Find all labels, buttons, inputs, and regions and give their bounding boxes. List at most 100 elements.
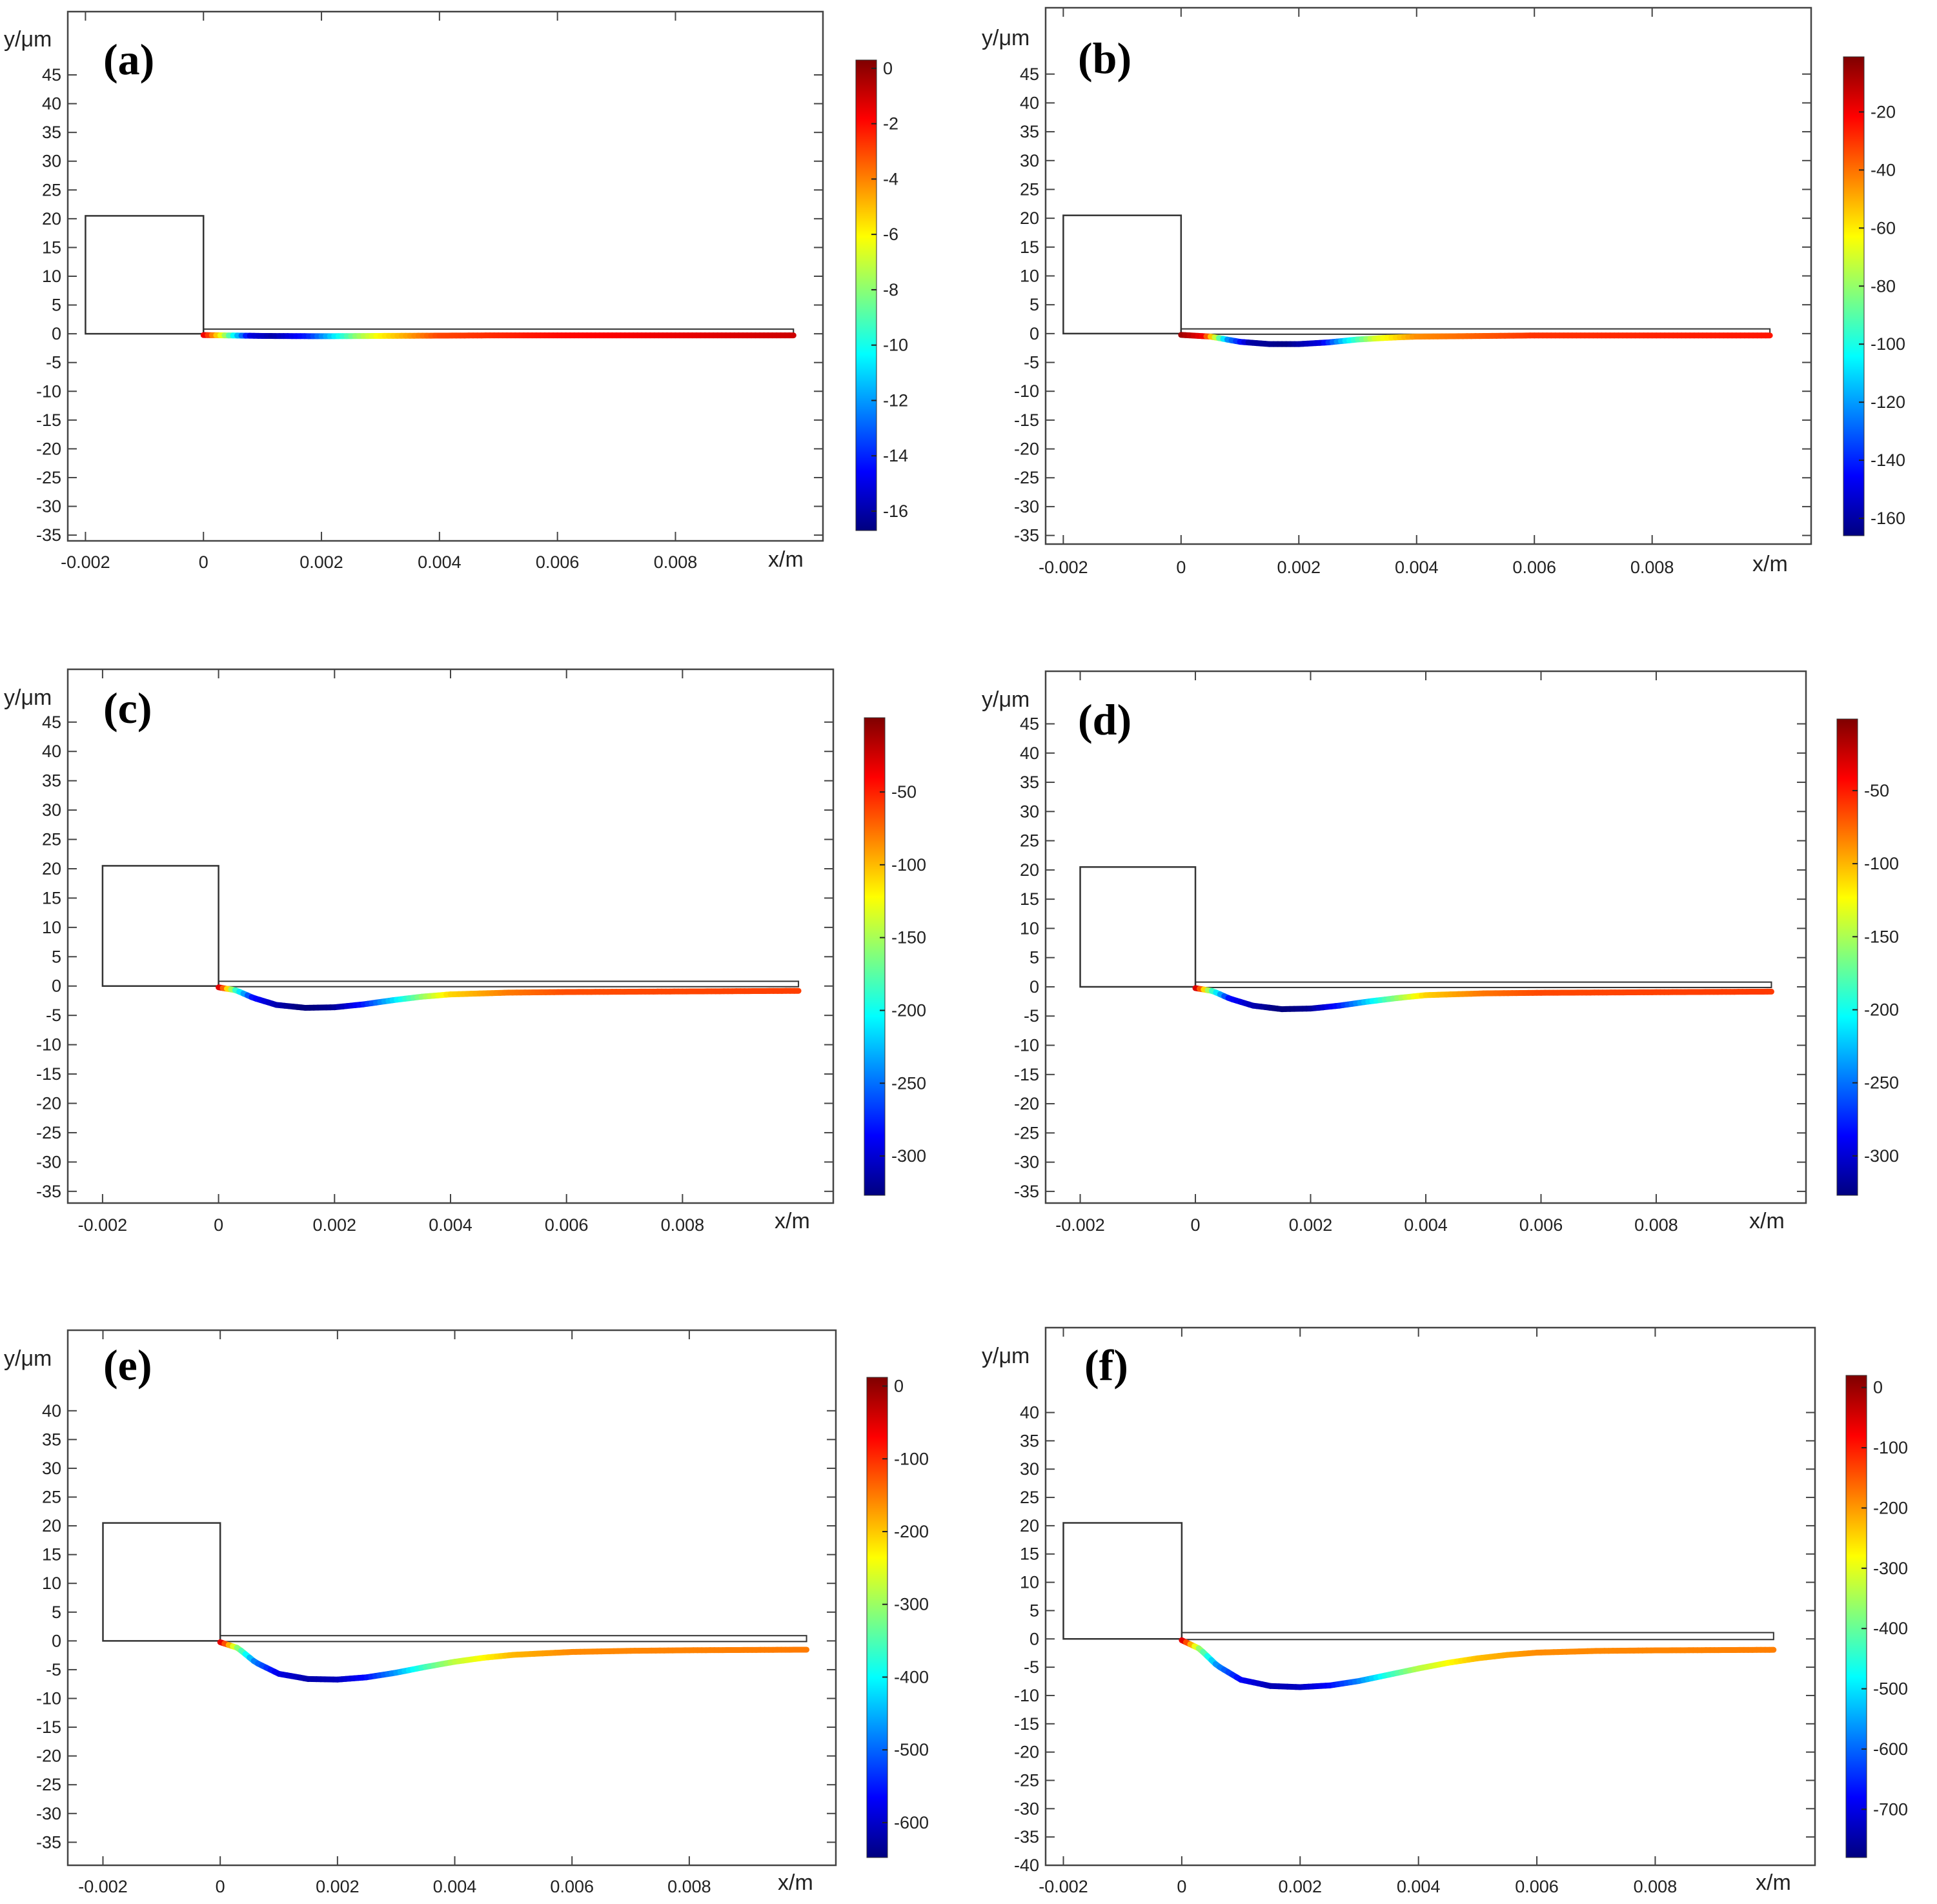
y-tick-label: 20 (1020, 1516, 1039, 1535)
x-axis-label: x/m (1752, 552, 1788, 576)
y-tick-label: 10 (42, 918, 61, 937)
panel-label: (b) (1078, 34, 1131, 83)
y-tick-label: -35 (36, 525, 61, 545)
colorbar-tick-label: -500 (1873, 1679, 1908, 1699)
y-tick-label: -20 (1014, 1094, 1039, 1113)
y-tick-label: 25 (1020, 831, 1039, 851)
colorbar-tick-label: -20 (1871, 102, 1896, 121)
colorbar-tick-label: -14 (883, 446, 908, 465)
y-tick-label: 30 (42, 152, 61, 171)
deflection-curve (1192, 985, 1774, 1013)
y-tick-label: -15 (36, 1064, 61, 1084)
colorbar-tick-label: -500 (894, 1740, 929, 1759)
y-tick-label: -25 (36, 1775, 61, 1794)
y-tick-label: -15 (36, 1717, 61, 1737)
x-tick-label: 0.006 (1512, 558, 1556, 577)
colorbar-tick-label: -4 (883, 169, 898, 188)
x-tick-label: 0 (199, 552, 208, 572)
colorbar-tick-label: -8 (883, 280, 898, 299)
x-tick-label: 0.002 (1289, 1215, 1333, 1235)
y-tick-label: 10 (42, 267, 61, 286)
x-tick-label: 0.008 (1634, 1215, 1678, 1235)
x-tick-label: -0.002 (1039, 1877, 1088, 1896)
x-tick-label: 0.006 (545, 1215, 589, 1235)
y-tick-label: -5 (1024, 353, 1039, 372)
x-tick-label: 0.004 (418, 552, 461, 572)
beam-outline (1195, 981, 1772, 988)
y-tick-label: 25 (1020, 179, 1039, 199)
y-tick-label: -25 (1014, 468, 1039, 487)
y-tick-label: 35 (42, 1430, 61, 1449)
x-tick-label: 0 (216, 1877, 225, 1896)
y-tick-label: -5 (46, 1660, 61, 1679)
colorbar-tick-label: -6 (883, 225, 898, 244)
x-tick-label: 0.004 (1404, 1215, 1448, 1235)
x-tick-label: -0.002 (78, 1215, 128, 1235)
y-tick-label: 0 (52, 1631, 61, 1650)
colorbar-tick-label: -250 (891, 1073, 926, 1093)
colorbar-tick-label: -100 (1864, 854, 1899, 873)
y-tick-label: -40 (1014, 1856, 1039, 1875)
y-tick-label: 5 (52, 1603, 61, 1622)
y-tick-label: 5 (1029, 948, 1039, 967)
y-tick-label: 0 (1029, 1629, 1039, 1648)
y-tick-label: 35 (1020, 1431, 1039, 1450)
colorbar-tick-label: -150 (891, 928, 926, 947)
y-tick-label: -15 (36, 410, 61, 430)
y-tick-label: -25 (36, 1123, 61, 1142)
colorbar-tick-label: -150 (1864, 927, 1899, 946)
colorbar-tick-label: -12 (883, 390, 908, 410)
panel-e: 40 35 30 25 20 15 10 5 0 -5 -10 -15 -20 -25 -30 -35 -0.0… (4, 1329, 929, 1896)
x-axis-label: x/m (1749, 1209, 1785, 1233)
panel-f: 4035302520151050-5-10-15-20-25-30-35-40-… (982, 1326, 1908, 1896)
x-tick-label: 0.006 (1519, 1215, 1563, 1235)
colorbar-tick-label: -250 (1864, 1073, 1899, 1093)
y-tick-label: 30 (1020, 1459, 1039, 1479)
y-tick-label: 20 (1020, 860, 1039, 880)
colorbar-tick-label: -300 (1873, 1559, 1908, 1578)
y-tick-label: -30 (36, 1804, 61, 1823)
x-tick-label: -0.002 (1055, 1215, 1105, 1235)
y-tick-label: -20 (36, 1747, 61, 1766)
y-tick-label: 35 (1020, 773, 1039, 792)
y-tick-label: -15 (1014, 1065, 1039, 1084)
deflection-curve (216, 984, 802, 1011)
y-tick-label: -10 (36, 1035, 61, 1055)
panel-b: 45 40 35 30 25 20 15 10 5 0 -5 -10 -15 -20 -25 -30 -35-0… (982, 6, 1905, 577)
y-tick-label: 15 (42, 1545, 61, 1565)
colorbar-tick-label: -80 (1871, 276, 1896, 296)
y-tick-label: 0 (52, 324, 61, 343)
panel-label: (a) (103, 35, 154, 84)
colorbar-tick-label: -200 (1873, 1498, 1908, 1517)
x-tick-label: -0.002 (1039, 558, 1088, 577)
deflection-curve (217, 1639, 810, 1683)
y-tick-label: 45 (42, 65, 61, 85)
y-tick-label: 15 (42, 888, 61, 907)
x-tick-label: -0.002 (78, 1877, 128, 1896)
x-tick-label: 0.002 (316, 1877, 360, 1896)
y-tick-label: 40 (1020, 1403, 1039, 1423)
colorbar-tick-label: -120 (1871, 392, 1905, 412)
y-axis-label: y/μm (4, 685, 52, 710)
beam-outline (219, 1635, 807, 1643)
y-tick-label: 0 (1029, 977, 1039, 997)
colorbar-tick-label: -100 (894, 1449, 929, 1468)
colorbar-tick-label: -140 (1871, 451, 1905, 470)
y-tick-label: 30 (1020, 151, 1039, 170)
panel-d: 45 40 35 30 25 20 15 10 5 0 -5 -10 -15 -20 -25 -30 -35 -0… (982, 670, 1899, 1235)
clamp-block (1079, 866, 1197, 988)
y-tick-label: 15 (42, 238, 61, 257)
x-tick-label: 0.008 (654, 552, 698, 572)
x-tick-label: 0 (1176, 558, 1186, 577)
colorbar-tick-label: -200 (891, 1000, 926, 1020)
x-tick-label: 0.004 (1395, 558, 1439, 577)
y-tick-label: -10 (1014, 1036, 1039, 1055)
y-tick-label: 35 (1020, 122, 1039, 141)
colorbar-tick-label: -600 (894, 1813, 929, 1832)
y-tick-label: -25 (1014, 1123, 1039, 1142)
colorbar-tick-label: -60 (1871, 218, 1896, 238)
plot-frame (66, 1329, 837, 1867)
y-tick-label: 35 (42, 771, 61, 791)
y-tick-label: -25 (1014, 1770, 1039, 1790)
colorbar-tick-label: -600 (1873, 1739, 1908, 1759)
